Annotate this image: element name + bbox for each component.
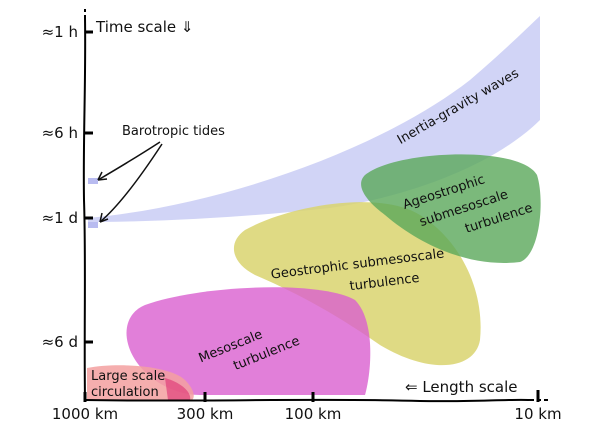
tide-arrowhead-1 — [97, 171, 108, 181]
tide-arrow-2 — [99, 143, 163, 223]
time-tick-label-1d: ≈1 d — [42, 209, 78, 227]
length-tick-label-100km: 100 km — [285, 405, 342, 423]
large-scale-label-line-2: circulation — [91, 385, 159, 400]
large-scale-overlap-mark — [165, 378, 191, 400]
length-tick-label-10km: 10 km — [514, 405, 561, 423]
geostrophic-submesoscale-region — [233, 202, 481, 366]
mesoscale-region — [126, 287, 371, 395]
length-tick-label-300km: 300 km — [177, 405, 234, 423]
time-tick-label-6h: ≈6 h — [42, 124, 78, 142]
tide-arrowhead-2 — [99, 212, 109, 223]
barotropic-tide-marker-1 — [88, 178, 98, 184]
length-tick-label-1000km: 1000 km — [52, 405, 118, 423]
time-tick-label-6d: ≈6 d — [42, 333, 78, 351]
time-axis-title: Time scale ⇓ — [95, 18, 193, 36]
barotropic-tide-marker-2 — [88, 222, 98, 228]
time-tick-label-1h: ≈1 h — [42, 23, 78, 41]
barotropic-tides-label: Barotropic tides — [122, 124, 225, 139]
tide-arrow-1 — [97, 141, 161, 181]
time-axis-line — [82, 17, 87, 401]
ageostrophic-submesoscale-region — [361, 154, 541, 263]
length-axis-line — [84, 398, 531, 403]
large-scale-label-line-1: Large scale — [91, 369, 165, 384]
length-axis-title: ⇐ Length scale — [405, 378, 518, 396]
